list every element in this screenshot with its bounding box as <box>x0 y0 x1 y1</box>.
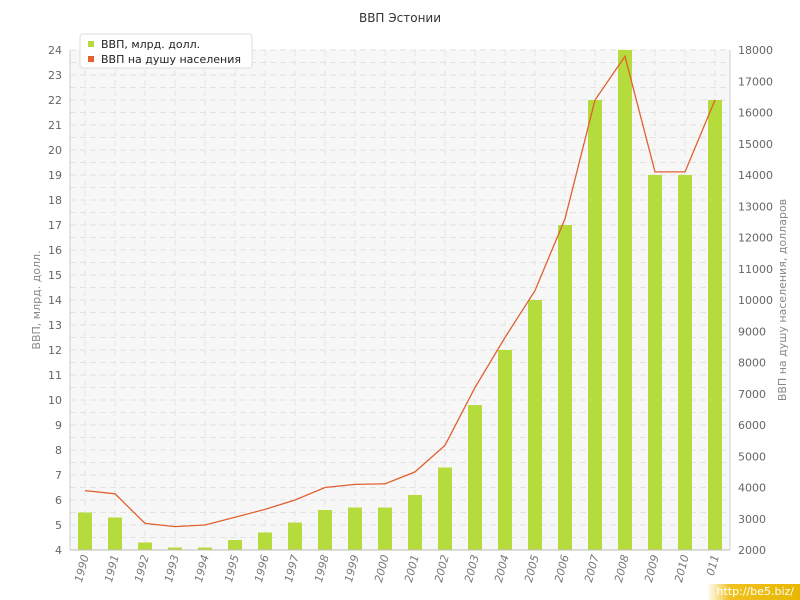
bar-gdp <box>648 175 662 550</box>
bar-gdp <box>168 547 182 550</box>
line-gdp-per-capita <box>84 54 716 528</box>
legend-label-gdp: ВВП, млрд. долл. <box>101 38 200 51</box>
x-tick-label: 2010 <box>672 553 692 583</box>
y-right-tick-label: 17000 <box>738 75 773 88</box>
x-tick-label: 2002 <box>432 553 452 583</box>
y-left-tick-label: 13 <box>48 319 62 332</box>
y-left-tick-label: 5 <box>55 519 62 532</box>
x-tick-label: 2000 <box>372 553 392 583</box>
y-right-tick-label: 10000 <box>738 294 773 307</box>
legend-swatch-gdp <box>88 41 94 47</box>
bar-gdp <box>318 510 332 550</box>
bar-gdp <box>78 512 92 550</box>
bar-gdp <box>708 100 722 550</box>
bar-gdp <box>528 300 542 550</box>
legend-label-gdp-per-capita: ВВП на душу населения <box>101 53 241 66</box>
x-tick-label: 2004 <box>492 553 512 583</box>
y-left-tick-label: 24 <box>48 44 62 57</box>
legend: ВВП, млрд. долл. ВВП на душу населения <box>79 33 253 69</box>
y-right-tick-label: 4000 <box>738 482 766 495</box>
x-tick-label: 2005 <box>522 553 542 583</box>
bar-gdp <box>438 467 452 550</box>
y-left-tick-label: 19 <box>48 169 62 182</box>
bar-gdp <box>198 547 212 550</box>
x-tick-label: 1990 <box>72 553 92 583</box>
y-left-tick-label: 23 <box>48 69 62 82</box>
bar-gdp <box>558 225 572 550</box>
x-tick-label: 1997 <box>282 553 302 583</box>
x-tick-label: 1999 <box>342 553 362 583</box>
x-tick-label: 1998 <box>312 553 332 583</box>
bar-gdp <box>498 350 512 550</box>
x-tick-label: 2008 <box>612 553 632 583</box>
y-right-axis-title: ВВП на душу населения, долларов <box>776 199 789 401</box>
y-right-tick-label: 7000 <box>738 388 766 401</box>
y-left-tick-label: 12 <box>48 344 62 357</box>
x-tick-label: 2009 <box>642 553 662 583</box>
y-left-tick-label: 9 <box>55 419 62 432</box>
y-right-tick-label: 6000 <box>738 419 766 432</box>
bar-gdp <box>468 405 482 550</box>
y-right-tick-label: 15000 <box>738 138 773 151</box>
y-left-tick-label: 11 <box>48 369 62 382</box>
x-tick-label: 2001 <box>402 553 422 583</box>
x-tick-label: 1996 <box>252 553 272 583</box>
bar-gdp <box>408 495 422 550</box>
y-right-tick-label: 14000 <box>738 169 773 182</box>
chart-title: ВВП Эстонии <box>359 11 441 25</box>
y-right-tick-label: 11000 <box>738 263 773 276</box>
y-right-tick-label: 16000 <box>738 107 773 120</box>
x-tick-label: 2003 <box>462 553 482 583</box>
bar-gdp <box>378 507 392 550</box>
y-left-tick-label: 18 <box>48 194 62 207</box>
y-left-tick-label: 4 <box>55 544 62 557</box>
x-tick-label: 1993 <box>162 553 182 583</box>
x-tick-label: 1992 <box>132 553 152 583</box>
legend-swatch-gdp-per-capita <box>88 56 94 62</box>
y-left-tick-label: 15 <box>48 269 62 282</box>
y-left-tick-label: 14 <box>48 294 62 307</box>
y-right-tick-label: 8000 <box>738 357 766 370</box>
bar-gdp <box>288 522 302 550</box>
bar-gdp <box>348 507 362 550</box>
y-right-tick-label: 2000 <box>738 544 766 557</box>
y-right-tick-label: 18000 <box>738 44 773 57</box>
y-right-tick-label: 12000 <box>738 232 773 245</box>
x-tick-label: 2006 <box>552 553 572 583</box>
y-left-tick-label: 17 <box>48 219 62 232</box>
x-tick-label: 011 <box>704 553 722 577</box>
y-left-tick-label: 6 <box>55 494 62 507</box>
bar-gdp <box>678 175 692 550</box>
bar-gdp <box>588 100 602 550</box>
y-left-tick-label: 22 <box>48 94 62 107</box>
y-left-tick-label: 16 <box>48 244 62 257</box>
y-left-tick-label: 8 <box>55 444 62 457</box>
y-right-tick-label: 9000 <box>738 325 766 338</box>
x-tick-label: 1991 <box>102 553 122 583</box>
bar-gdp <box>138 542 152 550</box>
bar-gdp <box>258 532 272 550</box>
bar-gdp <box>108 517 122 550</box>
y-left-tick-label: 21 <box>48 119 62 132</box>
y-left-axis-title: ВВП, млрд. долл. <box>30 250 43 349</box>
x-tick-label: 1994 <box>192 553 212 583</box>
legend-box <box>79 33 253 69</box>
watermark: http://be5.biz/ <box>706 584 800 600</box>
y-right-tick-label: 5000 <box>738 450 766 463</box>
y-left-tick-label: 7 <box>55 469 62 482</box>
y-right-tick-label: 3000 <box>738 513 766 526</box>
y-right-tick-label: 13000 <box>738 200 773 213</box>
x-tick-label: 2007 <box>582 553 602 583</box>
bar-gdp <box>228 540 242 550</box>
y-left-tick-label: 20 <box>48 144 62 157</box>
bar-gdp <box>618 50 632 550</box>
y-left-tick-label: 10 <box>48 394 62 407</box>
x-tick-label: 1995 <box>222 553 242 583</box>
